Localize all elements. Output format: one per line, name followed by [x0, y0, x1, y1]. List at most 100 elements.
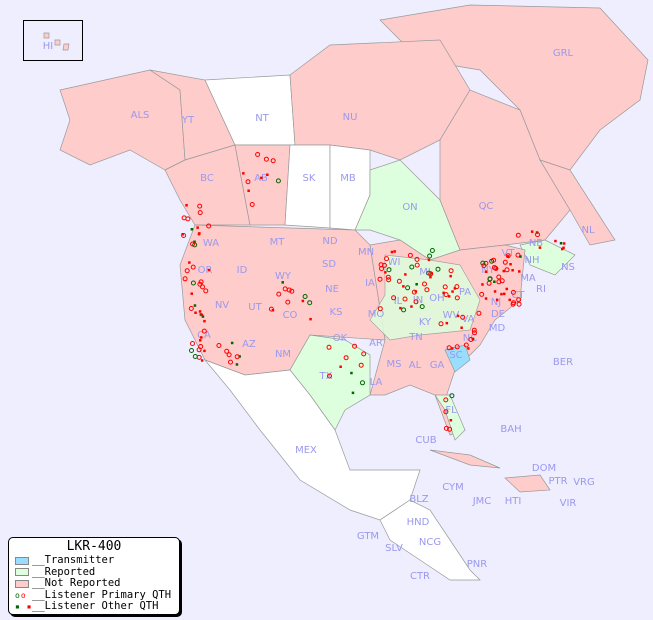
listener-other-qth-marker	[518, 270, 521, 273]
listener-primary-qth-marker	[275, 178, 281, 184]
region-label-wv: WV	[443, 310, 460, 321]
listener-other-qth-marker	[266, 173, 269, 176]
listener-other-qth-marker	[281, 281, 284, 284]
listener-other-qth-marker	[198, 310, 202, 313]
region-label-tx: TX	[319, 371, 333, 382]
listener-other-qth-marker	[207, 268, 211, 272]
listener-primary-qth-marker	[190, 264, 196, 270]
region-greenland	[379, 4, 649, 171]
region-label-va: VA	[461, 314, 474, 325]
reported-swatch	[15, 568, 29, 577]
listener-primary-qth-marker	[245, 179, 251, 185]
listener-primary-qth-marker	[382, 262, 387, 268]
listener-primary-qth-marker	[198, 344, 204, 349]
listener-primary-qth-marker	[449, 393, 455, 399]
listener-primary-qth-marker	[190, 341, 195, 346]
region-label-mex: MEX	[295, 445, 317, 456]
region-label-ri: RI	[536, 284, 546, 295]
listener-primary-qth-marker	[289, 288, 295, 294]
listener-other-qth-marker	[561, 247, 564, 251]
listener-primary-qth-marker	[443, 409, 449, 415]
region-label-dom: DOM	[532, 463, 556, 474]
region-central-america	[379, 499, 481, 581]
listener-primary-qth-marker	[479, 291, 485, 297]
listener-primary-qth-marker	[481, 263, 487, 269]
listener-other-qth-marker	[402, 285, 405, 288]
listener-primary-qth-marker	[360, 380, 365, 386]
circle-icon: oo	[15, 590, 27, 600]
listener-other-qth-marker	[301, 299, 305, 303]
region-label-id: ID	[237, 265, 248, 276]
listener-primary-qth-marker	[472, 330, 477, 336]
listener-other-qth-marker	[198, 232, 201, 235]
listener-primary-qth-marker	[424, 287, 430, 293]
region-label-wy: WY	[275, 271, 292, 282]
listener-other-qth-marker	[495, 267, 498, 270]
listener-primary-qth-marker	[496, 274, 502, 280]
region-florida	[434, 394, 466, 441]
listener-primary-qth-marker	[201, 328, 207, 334]
region-label-sk: SK	[303, 173, 316, 184]
listener-primary-qth-marker	[510, 289, 516, 295]
listener-other-qth-marker	[509, 263, 512, 266]
region-label-nl: NL	[581, 225, 594, 236]
listener-primary-qth-marker	[255, 152, 261, 157]
listener-other-qth-marker	[203, 349, 206, 353]
region-label-or: OR	[198, 265, 213, 276]
listener-primary-qth-marker	[438, 321, 444, 327]
region-label-yt: YT	[181, 115, 195, 126]
region-label-la: LA	[370, 377, 383, 388]
region-label-ky: KY	[419, 317, 432, 328]
region-cuba	[429, 449, 501, 469]
listener-other-qth-marker	[449, 419, 453, 422]
listener-other-qth-marker	[200, 336, 203, 339]
region-label-wa: WA	[203, 238, 219, 249]
region-label-oh: OH	[429, 293, 444, 304]
listener-primary-qth-marker	[402, 296, 408, 302]
region-label-ok: OK	[333, 333, 348, 344]
region-label-nj: NJ	[491, 297, 501, 308]
listener-primary-qth-marker	[190, 241, 196, 247]
listener-other-qth-marker	[185, 204, 188, 207]
listener-primary-qth-marker	[384, 256, 389, 262]
listener-primary-qth-marker	[427, 253, 433, 259]
listener-primary-qth-marker	[428, 271, 434, 277]
listener-primary-qth-marker	[535, 232, 540, 238]
listener-primary-qth-marker	[343, 355, 349, 361]
listener-other-qth-marker	[242, 172, 245, 175]
legend-title: LKR-400	[66, 539, 122, 554]
legend-label: __Reported	[32, 565, 96, 578]
listener-other-qth-marker	[339, 365, 342, 368]
region-label-qc: QC	[479, 201, 494, 212]
listener-primary-qth-marker	[511, 300, 517, 306]
listener-primary-qth-marker	[192, 354, 198, 359]
listener-other-qth-marker	[493, 280, 496, 283]
listener-primary-qth-marker	[463, 342, 469, 348]
listener-other-qth-marker	[451, 347, 454, 350]
listener-primary-qth-marker	[270, 158, 276, 164]
listener-primary-qth-marker	[276, 291, 282, 297]
region-label-ctr: CTR	[410, 571, 430, 582]
listener-primary-qth-marker	[285, 299, 291, 305]
listener-primary-qth-marker	[196, 354, 202, 360]
region-label-slv: SLV	[385, 543, 403, 554]
listener-other-qth-marker	[351, 391, 355, 395]
listener-other-qth-marker	[511, 269, 514, 272]
listener-other-qth-marker	[495, 298, 499, 302]
listener-primary-qth-marker	[216, 343, 222, 348]
region-label-ncg: NCG	[419, 537, 441, 548]
listener-other-qth-marker	[384, 271, 387, 274]
region-label-hti: HTI	[505, 496, 522, 507]
region-label-co: CO	[283, 310, 298, 321]
region-label-mi: MI	[419, 267, 431, 278]
region-label-als: ALS	[131, 110, 150, 121]
listener-primary-qth-marker	[302, 294, 308, 299]
listener-primary-qth-marker	[419, 304, 425, 310]
region-label-nv: NV	[215, 300, 229, 311]
listener-other-qth-marker	[390, 250, 394, 254]
listener-primary-qth-marker	[377, 306, 383, 312]
listener-other-qth-marker	[467, 347, 470, 350]
region-label-cub: CUB	[415, 435, 436, 446]
region-label-on: ON	[402, 202, 417, 213]
listener-other-qth-marker	[350, 371, 353, 375]
